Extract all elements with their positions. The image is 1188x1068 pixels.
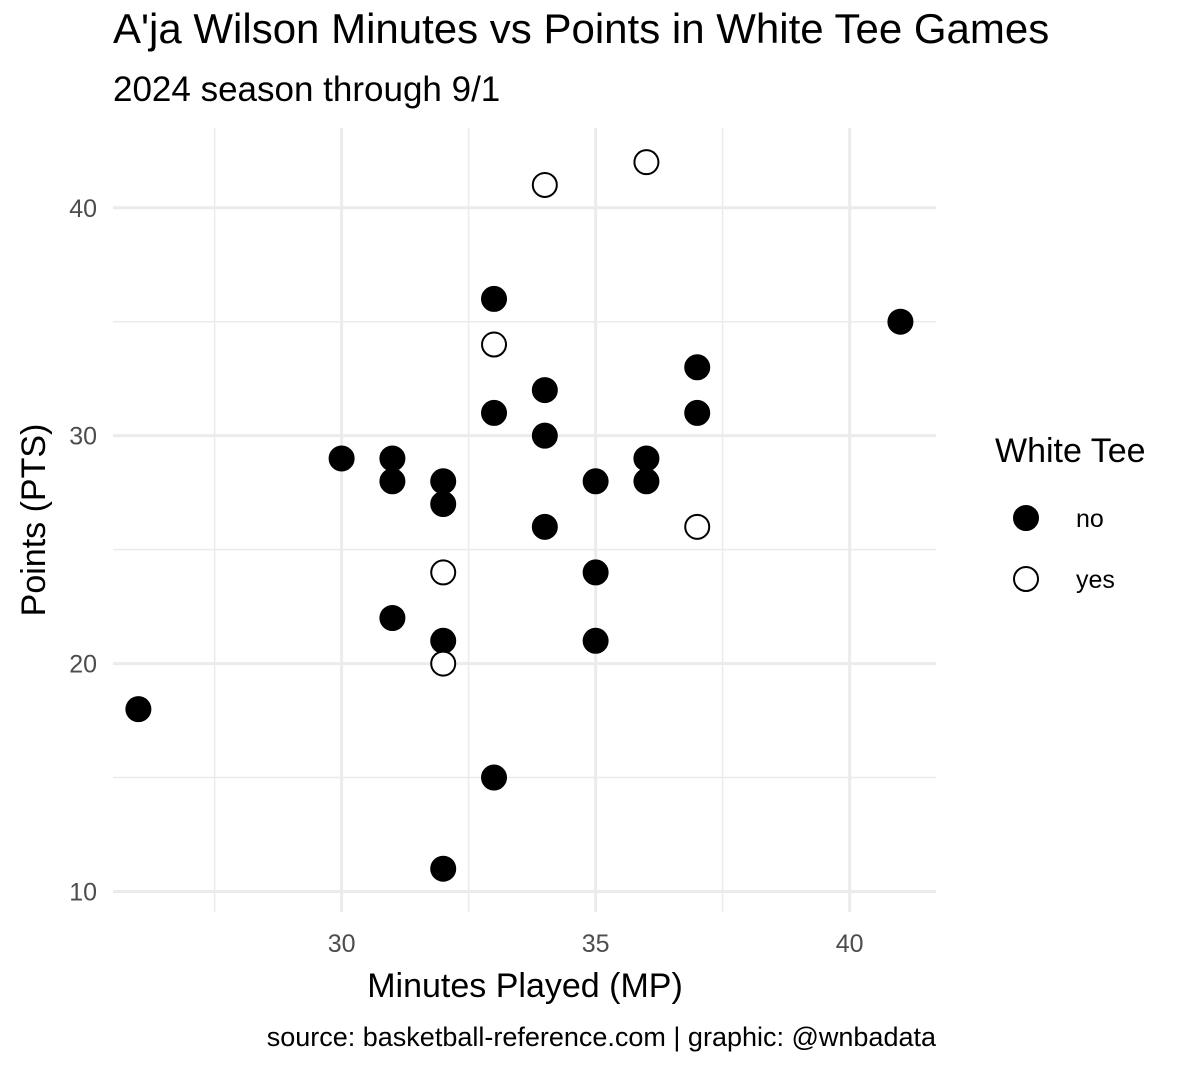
y-tick-label: 10 [69, 878, 97, 906]
data-point-no [531, 377, 558, 404]
x-tick-label: 30 [328, 930, 356, 958]
legend: White Tee no yes [995, 432, 1146, 594]
data-point-no [582, 627, 609, 654]
data-point-no [582, 559, 609, 586]
x-axis-ticks: 30 35 40 [328, 930, 864, 958]
x-axis-title: Minutes Played (MP) [367, 967, 683, 1005]
y-tick-label: 30 [69, 423, 97, 451]
data-point-no [379, 605, 406, 631]
data-point-no [531, 513, 558, 540]
data-point-no [430, 468, 457, 495]
chart-subtitle: 2024 season through 9/1 [113, 70, 500, 109]
data-point-no [430, 855, 457, 882]
plot-grid [113, 128, 936, 912]
data-point-no [481, 764, 508, 791]
data-point-no [125, 696, 152, 723]
data-point-no [430, 491, 457, 518]
y-tick-label: 20 [69, 651, 97, 679]
legend-label-yes: yes [1076, 566, 1115, 594]
data-points [125, 149, 914, 882]
data-point-yes [633, 149, 660, 176]
data-point-no [379, 468, 406, 495]
data-point-no [328, 445, 355, 472]
data-point-no [481, 285, 508, 312]
data-point-yes [430, 559, 457, 586]
chart-caption: source: basketball-reference.com | graph… [267, 1022, 937, 1052]
legend-key-yes [1013, 566, 1039, 592]
data-point-yes [481, 331, 508, 358]
y-tick-label: 40 [69, 195, 97, 223]
y-axis-ticks: 10 20 30 40 [69, 195, 97, 907]
data-point-no [684, 354, 711, 381]
x-tick-label: 35 [582, 930, 610, 958]
legend-label-no: no [1076, 505, 1104, 533]
y-axis-title: Points (PTS) [15, 424, 53, 617]
data-point-no [582, 468, 609, 495]
data-point-yes [684, 513, 711, 540]
data-point-no [633, 445, 660, 472]
legend-title: White Tee [995, 432, 1146, 470]
data-point-no [684, 399, 711, 426]
chart-title: A'ja Wilson Minutes vs Points in White T… [113, 5, 1049, 52]
data-point-no [430, 627, 457, 654]
data-point-no [887, 308, 914, 335]
data-point-no [633, 468, 660, 495]
data-point-yes [430, 650, 457, 677]
data-point-no [531, 422, 558, 449]
data-point-no [481, 399, 508, 426]
data-point-no [379, 445, 406, 472]
x-tick-label: 40 [836, 930, 864, 958]
legend-key-no [1013, 505, 1039, 531]
data-point-yes [531, 171, 558, 198]
